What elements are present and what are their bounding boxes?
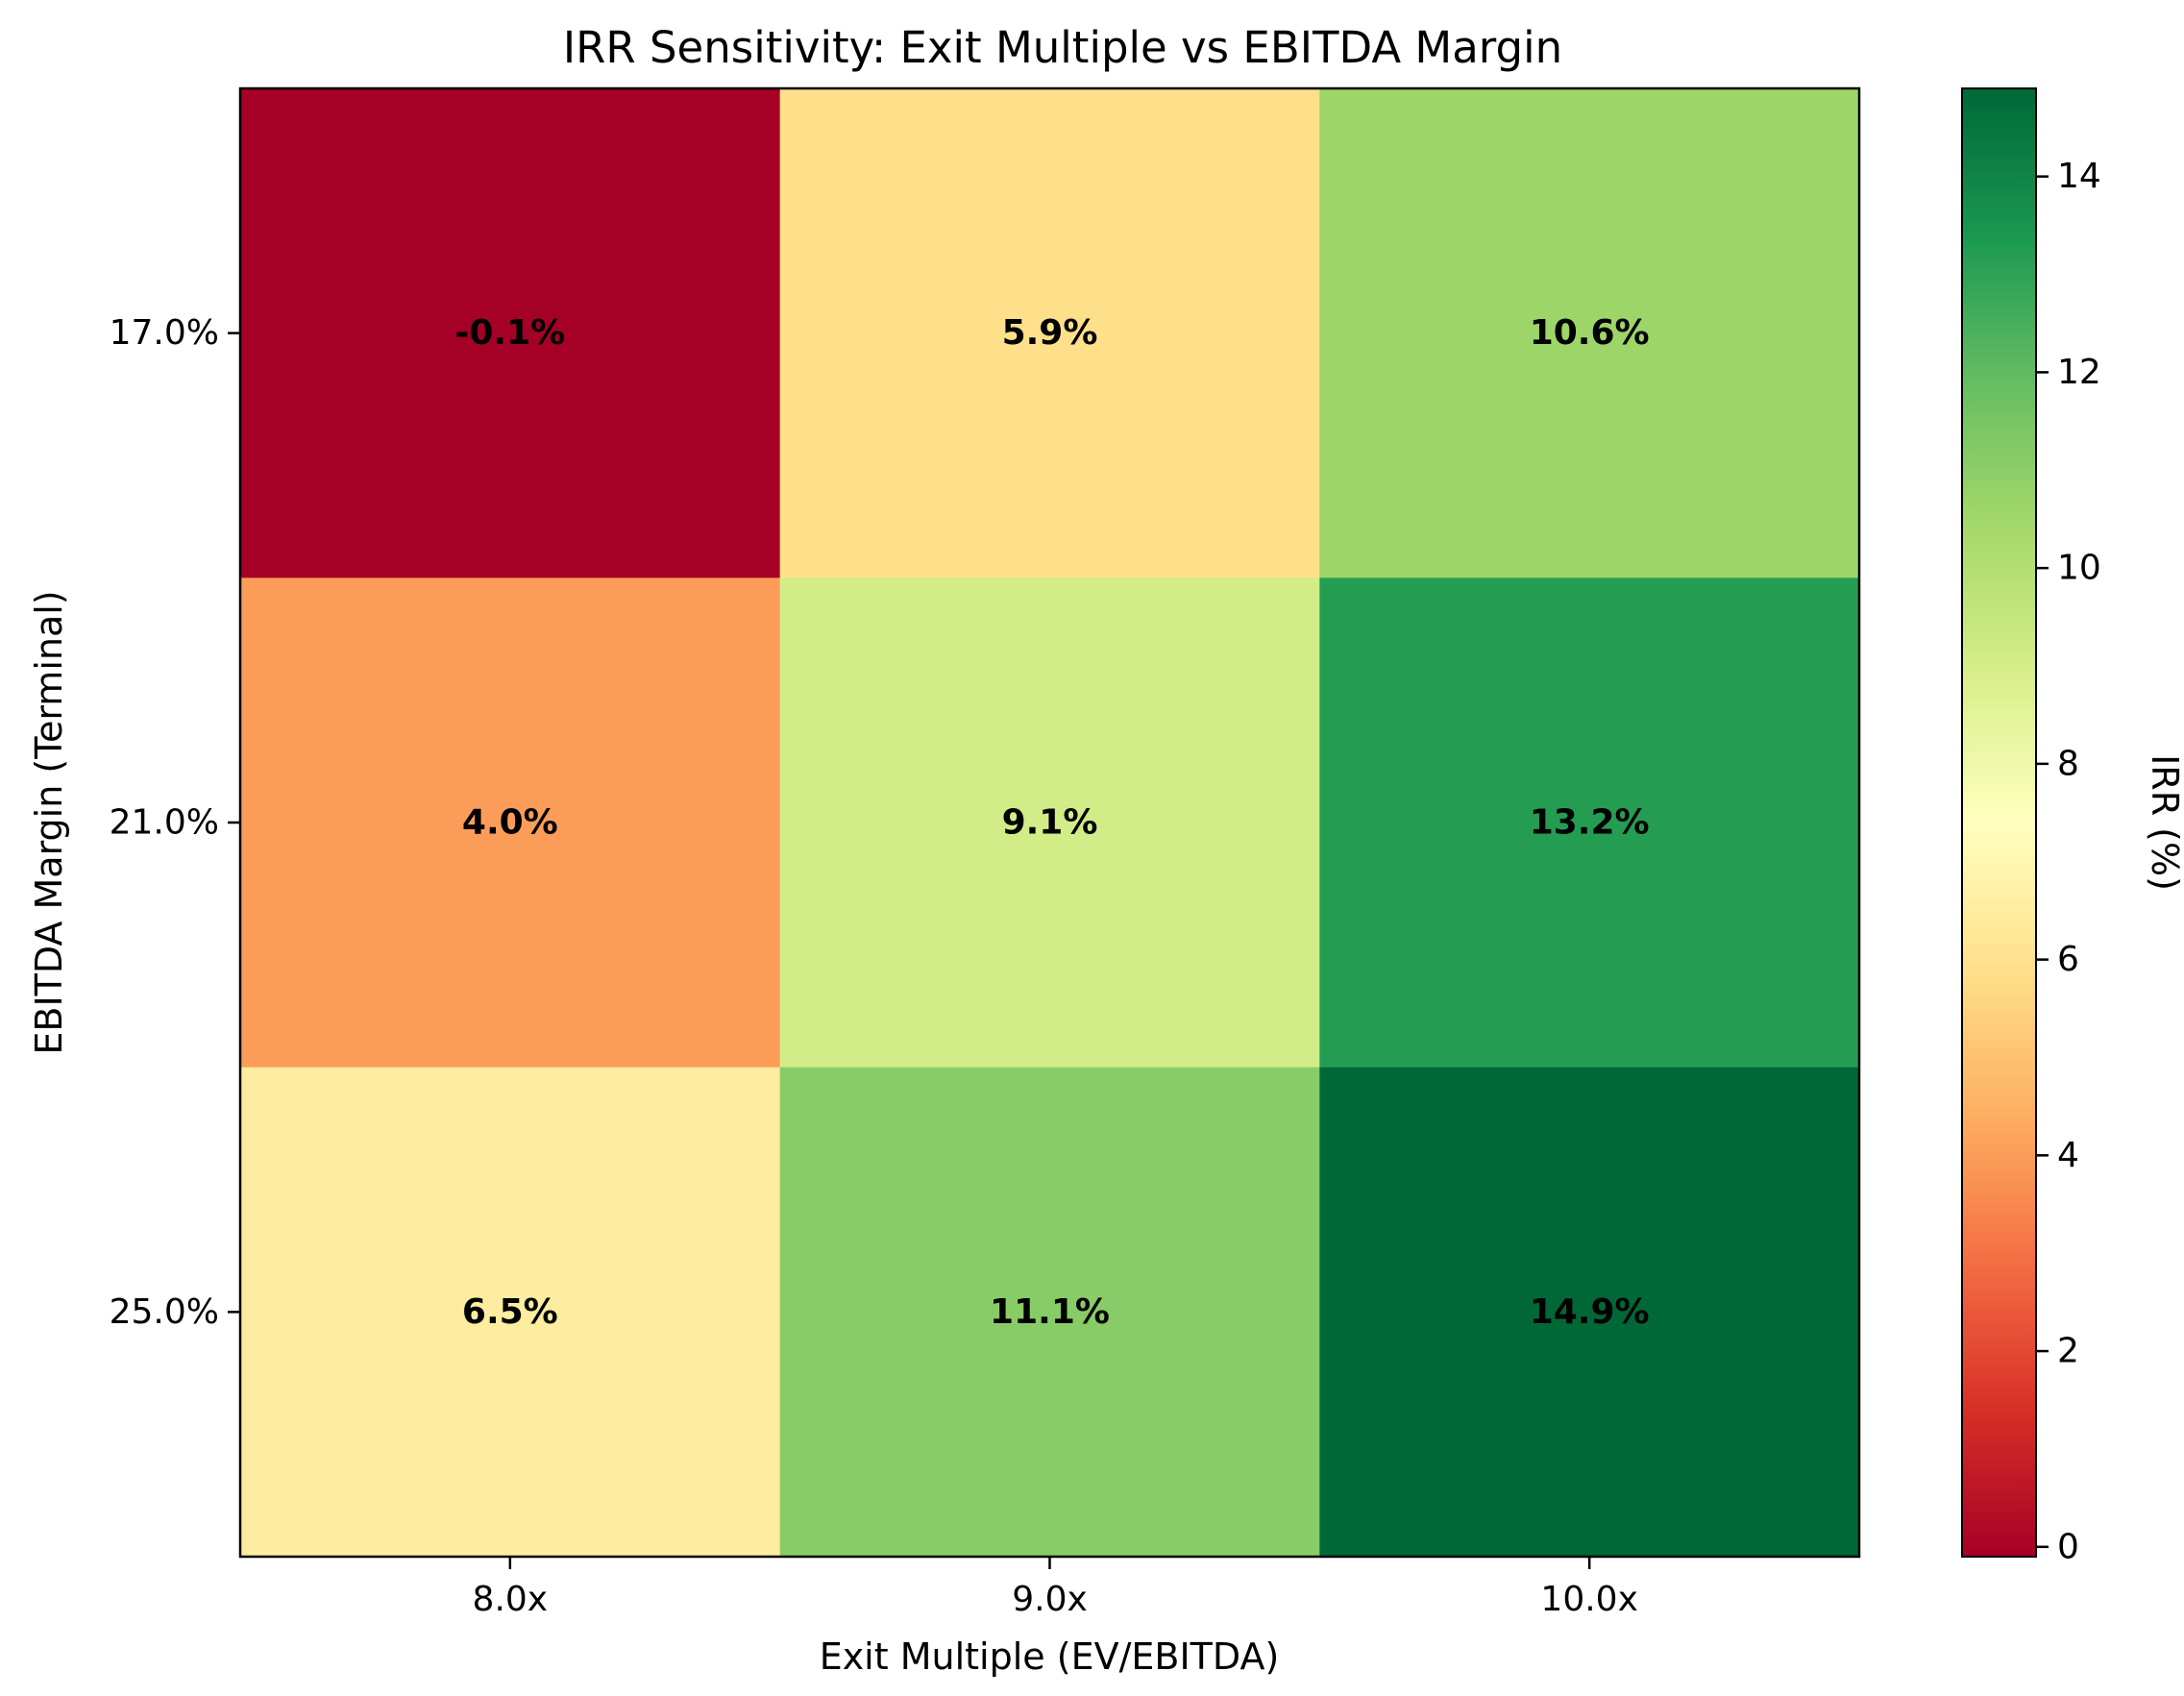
heatmap-cell: [779, 578, 1320, 1069]
heatmap-cell: [1319, 88, 1860, 578]
cell-value-label: 9.1%: [1002, 803, 1098, 843]
cell-value-label: 14.9%: [1530, 1292, 1650, 1332]
cell-value-label: 10.6%: [1530, 313, 1650, 353]
x-axis-label: Exit Multiple (EV/EBITDA): [820, 1635, 1280, 1678]
colorbar-tick-label: 2: [2057, 1332, 2079, 1371]
x-tick-label: 9.0x: [1012, 1580, 1088, 1619]
heatmap-cell: [240, 578, 781, 1069]
cell-value-label: 6.5%: [462, 1292, 558, 1332]
colorbar-tick-label: 6: [2057, 940, 2079, 979]
cell-value-label: 11.1%: [990, 1292, 1110, 1332]
x-tick-label: 10.0x: [1540, 1580, 1637, 1619]
heatmap-cell: [1319, 1067, 1860, 1558]
heatmap-cell-labels: -0.1% 5.9% 10.6% 4.0% 9.1% 13.2% 6.5% 11.1% 14.9…: [454, 313, 1649, 1332]
chart-title: IRR Sensitivity: Exit Multiple vs EBITDA…: [563, 22, 1562, 73]
y-tick-label: 25.0%: [110, 1292, 219, 1332]
y-tick-label: 21.0%: [110, 803, 219, 843]
y-axis-label: EBITDA Margin (Terminal): [28, 590, 70, 1054]
colorbar-tick-label: 8: [2057, 744, 2079, 783]
y-tick-label: 17.0%: [110, 313, 219, 353]
cell-value-label: 4.0%: [462, 803, 558, 843]
colorbar-ticks: 0 2 4 6 8 10 12 14: [2036, 157, 2101, 1566]
cell-value-label: 13.2%: [1530, 803, 1650, 843]
colorbar-tick-label: 0: [2057, 1527, 2079, 1566]
heatmap-cell: [240, 1067, 781, 1558]
colorbar-tick-label: 14: [2057, 157, 2101, 196]
colorbar-tick-label: 10: [2057, 549, 2101, 588]
colorbar: [1961, 87, 2037, 1558]
x-tick-label: 8.0x: [473, 1580, 549, 1619]
y-axis-ticks: 17.0% 21.0% 25.0%: [110, 313, 240, 1332]
heatmap-cell: [779, 1067, 1320, 1558]
colorbar-tick-label: 4: [2057, 1136, 2079, 1175]
cell-value-label: 5.9%: [1002, 313, 1098, 353]
cell-value-label: -0.1%: [454, 313, 565, 353]
heatmap-cell: [240, 88, 781, 578]
x-axis-ticks: 8.0x 9.0x 10.0x: [473, 1557, 1638, 1619]
heatmap-cells: [240, 88, 1860, 1558]
heatmap-cell: [779, 88, 1320, 578]
colorbar-label: IRR (%): [2144, 754, 2184, 891]
colorbar-tick-label: 12: [2057, 353, 2101, 392]
heatmap-cell: [1319, 578, 1860, 1069]
